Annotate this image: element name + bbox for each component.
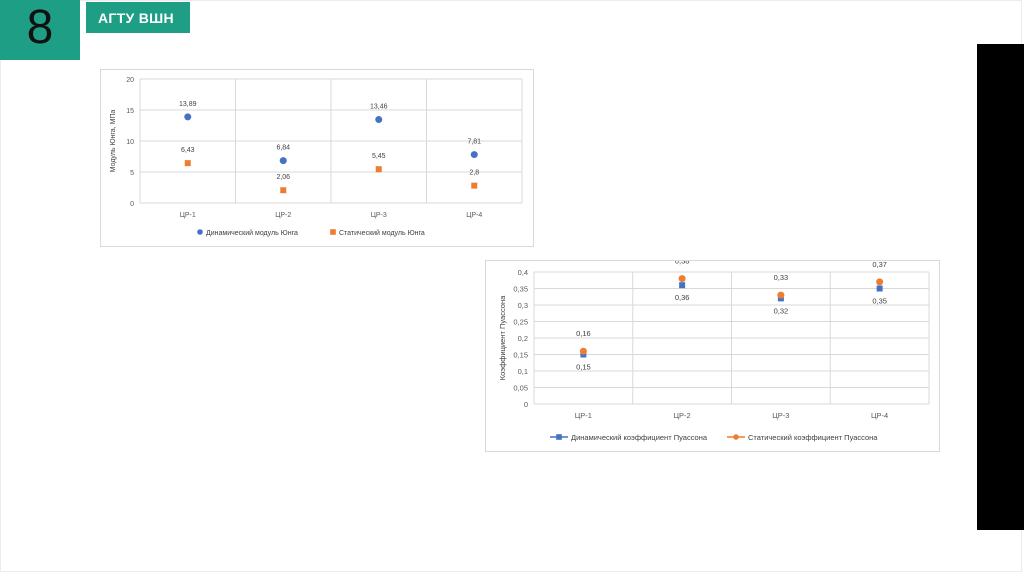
data-point: [777, 291, 785, 299]
data-label: 6,84: [276, 145, 290, 152]
data-point: [471, 182, 478, 189]
data-point: [279, 157, 287, 165]
legend-label: Динамический модуль Юнга: [206, 229, 298, 237]
data-point: [678, 275, 686, 283]
young-modulus-chart: 0 5 10 15 20 ЦР-1 ЦР-2 ЦР-3 ЦР-4 Модуль Юнга, МПа…: [100, 69, 534, 247]
data-label: 0,15: [576, 363, 591, 372]
y-tick-label: 5: [130, 170, 134, 177]
data-point: [876, 285, 883, 292]
header-label: АГТУ ВШН: [98, 10, 174, 26]
y-tick-label: 0: [130, 201, 134, 208]
x-category-label: ЦР-1: [180, 212, 196, 219]
data-label: 0,16: [576, 329, 591, 338]
data-point: [679, 282, 686, 289]
x-category-label: ЦР-4: [466, 212, 482, 219]
data-point: [470, 151, 478, 159]
legend-marker: [556, 434, 562, 440]
y-tick-label: 15: [126, 108, 134, 115]
legend-marker: [330, 229, 336, 235]
y-tick-label: 0,05: [513, 384, 528, 393]
right-side-bar: [977, 44, 1024, 530]
legend-label: Статический модуль Юнга: [339, 229, 425, 237]
y-tick-label: 0,15: [513, 351, 528, 360]
y-tick-label: 0: [524, 400, 528, 409]
x-category-label: ЦР-2: [674, 411, 691, 420]
x-category-label: ЦР-3: [371, 212, 387, 219]
poisson-ratio-chart: 0 0,05 0,1 0,15 0,2 0,25 0,3 0,35 0,4 ЦР-1 ЦР-2 ЦР-…: [485, 257, 940, 452]
y-axis-title: Модуль Юнга, МПа: [110, 110, 117, 173]
data-label: 5,45: [372, 153, 386, 160]
y-tick-label: 0,3: [518, 301, 528, 310]
y-axis-title: Коэффициент Пуассона: [498, 295, 507, 380]
y-tick-label: 20: [126, 77, 134, 84]
legend-label: Динамический коэффициент Пуассона: [571, 433, 708, 442]
y-tick-label: 0,4: [518, 268, 528, 277]
data-label: 13,89: [179, 101, 197, 108]
y-tick-label: 0,2: [518, 334, 528, 343]
legend-marker: [197, 229, 203, 235]
legend-label: Статический коэффициент Пуассона: [748, 433, 878, 442]
data-point: [280, 187, 287, 194]
y-tick-label: 0,1: [518, 367, 528, 376]
data-label: 2,8: [469, 170, 479, 177]
y-tick-label: 0,35: [513, 285, 528, 294]
data-label: 0,35: [872, 297, 887, 306]
y-tick-label: 10: [126, 139, 134, 146]
data-point: [184, 160, 191, 167]
data-label: 0,37: [872, 261, 887, 269]
x-category-label: ЦР-4: [871, 411, 888, 420]
data-point: [375, 116, 383, 124]
young-modulus-chart-svg: 0 5 10 15 20 ЦР-1 ЦР-2 ЦР-3 ЦР-4 Модуль Юнга, МПа…: [110, 77, 523, 237]
y-tick-label: 0,25: [513, 318, 528, 327]
legend-marker: [733, 434, 739, 440]
page-number: 8: [0, 0, 80, 60]
data-label: 0,32: [774, 306, 789, 315]
x-category-label: ЦР-3: [772, 411, 789, 420]
data-label: 0,38: [675, 261, 690, 266]
x-category-label: ЦР-1: [575, 411, 592, 420]
data-point: [375, 166, 382, 173]
data-point: [876, 278, 884, 286]
data-label: 6,43: [181, 147, 195, 154]
data-point: [579, 347, 587, 355]
data-label: 7,81: [467, 139, 481, 146]
data-label: 0,36: [675, 293, 690, 302]
data-label: 13,46: [370, 104, 388, 111]
poisson-ratio-chart-svg: 0 0,05 0,1 0,15 0,2 0,25 0,3 0,35 0,4 ЦР-1 ЦР-2 ЦР-…: [498, 257, 930, 442]
data-point: [184, 113, 192, 121]
x-category-label: ЦР-2: [275, 212, 291, 219]
data-label: 2,06: [276, 174, 290, 181]
data-label: 0,33: [774, 273, 789, 282]
header-badge: АГТУ ВШН: [86, 2, 190, 33]
